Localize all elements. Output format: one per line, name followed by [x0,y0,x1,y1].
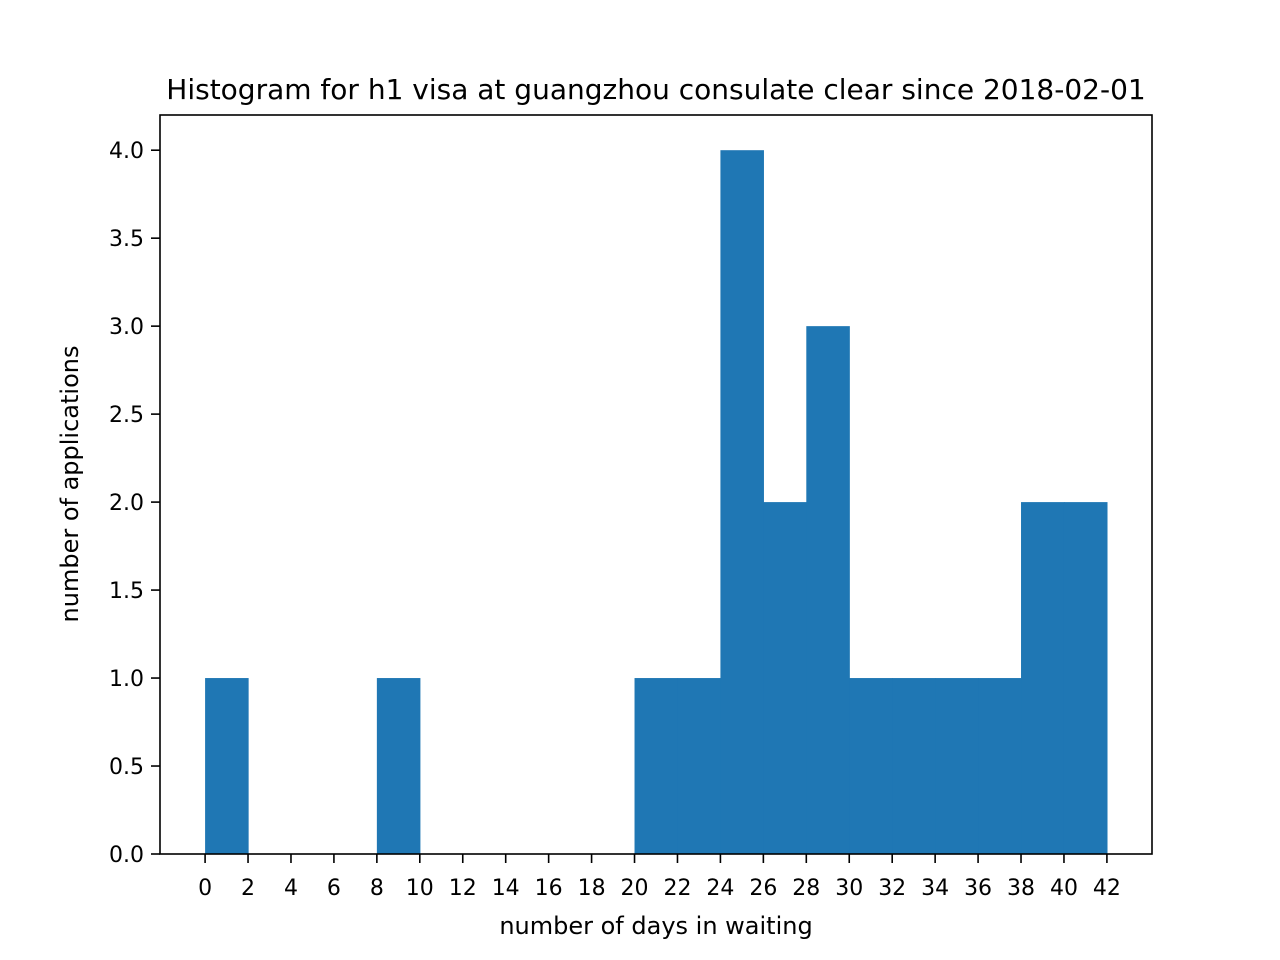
histogram-bar-0-2 [205,678,249,854]
histogram-bar-28-30 [806,326,850,855]
x-tick-label: 20 [621,876,649,901]
y-tick-label: 3.5 [109,227,144,252]
x-axis-label: number of days in waiting [499,912,812,940]
histogram-bar-34-36 [935,678,979,854]
x-axis: 0 2 4 6 8 10 12 14 16 18 20 22 24 26 28 30 32 34 36 38 40 42 [198,854,1121,901]
histogram-bar-26-28 [763,502,807,854]
x-tick-label: 4 [284,876,298,901]
histogram-bar-38-40 [1021,502,1065,854]
x-tick-label: 18 [578,876,606,901]
x-tick-label: 42 [1093,876,1121,901]
x-tick-label: 0 [198,876,212,901]
x-tick-label: 30 [835,876,863,901]
x-tick-label: 36 [964,876,992,901]
x-tick-label: 14 [492,876,520,901]
y-tick-label: 1.5 [109,579,144,604]
y-tick-label: 2.5 [109,403,144,428]
bars-group [205,150,1108,855]
y-tick-label: 1.0 [109,667,144,692]
histogram-bar-22-24 [677,678,722,854]
x-tick-label: 10 [406,876,434,901]
y-tick-label: 4.0 [109,139,144,164]
histogram-bar-8-10 [376,678,421,854]
x-tick-label: 16 [535,876,563,901]
histogram-bar-40-42 [1063,502,1108,854]
x-tick-label: 24 [706,876,734,901]
x-tick-label: 28 [792,876,820,901]
x-tick-label: 12 [449,876,477,901]
x-tick-label: 38 [1007,876,1035,901]
histogram-bar-36-38 [978,678,1022,854]
y-axis-label: number of applications [56,346,84,623]
y-tick-label: 0.0 [109,843,144,868]
chart-title: Histogram for h1 visa at guangzhou consu… [166,73,1145,106]
y-tick-label: 3.0 [109,315,144,340]
x-tick-label: 8 [370,876,384,901]
x-tick-label: 32 [878,876,906,901]
x-tick-label: 34 [921,876,949,901]
x-tick-label: 22 [663,876,691,901]
x-tick-label: 26 [749,876,777,901]
y-tick-label: 0.5 [109,755,144,780]
x-tick-label: 6 [327,876,341,901]
y-axis: 0.0 0.5 1.0 1.5 2.0 2.5 3.0 3.5 4.0 [109,139,160,868]
histogram-bar-30-32 [849,678,893,854]
histogram-bar-32-34 [892,678,936,854]
x-tick-label: 40 [1050,876,1078,901]
histogram-bar-24-26 [720,150,764,854]
x-tick-label: 2 [241,876,255,901]
y-tick-label: 2.0 [109,491,144,516]
histogram-bar-20-22 [634,678,679,854]
plot-frame [159,114,1153,855]
